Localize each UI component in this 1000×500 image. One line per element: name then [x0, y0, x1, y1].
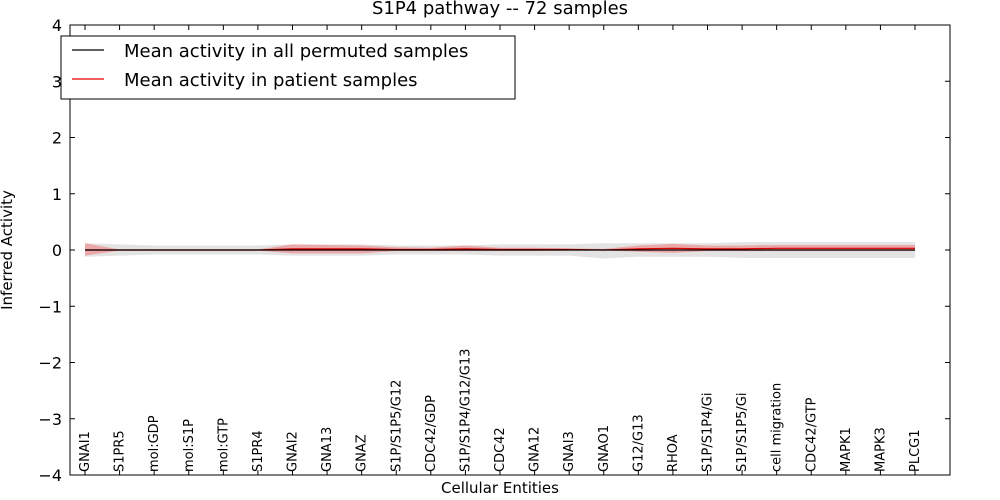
x-tick-label: GNAI2	[286, 431, 301, 472]
x-tick-label: CDC42	[493, 427, 508, 472]
series-lines	[85, 247, 915, 251]
legend-label-permuted: Mean activity in all permuted samples	[124, 41, 468, 62]
x-tick-label: PLCG1	[908, 429, 923, 472]
x-tick-label: GNA13	[320, 427, 335, 472]
x-tick-label: MAPK3	[873, 427, 888, 472]
x-tick-label: G12/G13	[631, 414, 646, 472]
x-tick-label: S1P/S1P5/G12	[389, 380, 404, 472]
x-tick-label: mol:S1P	[182, 419, 197, 472]
x-tick-label: GNAZ	[355, 434, 370, 472]
x-tick-label: CDC42/GTP	[804, 397, 819, 472]
x-tick-label: CDC42/GDP	[424, 395, 439, 472]
y-tick-label: 0	[52, 241, 62, 260]
x-tick-label: mol:GDP	[147, 415, 162, 472]
x-tick-label: GNAO1	[597, 425, 612, 472]
chart-title: S1P4 pathway -- 72 samples	[372, 0, 628, 19]
x-tick-label: GNA12	[528, 427, 543, 472]
x-tick-label: GNAI3	[562, 431, 577, 472]
x-tick-label: cell migration	[770, 383, 785, 472]
legend: Mean activity in all permuted samples Me…	[60, 35, 516, 100]
x-tick-label: S1P/S1P5/Gi	[735, 393, 750, 472]
x-tick-label: S1P/S1P4/G12/G13	[458, 349, 473, 472]
x-axis: GNAI1 S1PR5 mol:GDP mol:S1P mol:GTP S1PR4 GNAI…	[78, 25, 923, 475]
y-tick-label: 3	[52, 72, 62, 91]
x-tick-label: MAPK1	[839, 427, 854, 472]
y-tick-label: 4	[52, 16, 62, 35]
x-axis-label: Cellular Entities	[441, 479, 559, 497]
y-tick-label: −4	[38, 466, 62, 485]
legend-box	[60, 35, 516, 100]
x-tick-label: GNAI1	[78, 431, 93, 472]
x-tick-label: mol:GTP	[216, 418, 231, 472]
y-tick-label: −1	[38, 297, 62, 316]
y-axis-label: Inferred Activity	[0, 190, 16, 310]
x-tick-label: S1P/S1P4/Gi	[701, 393, 716, 472]
y-tick-label: 2	[52, 129, 62, 148]
y-tick-label: 1	[52, 185, 62, 204]
x-tick-label: S1PR4	[251, 430, 266, 472]
x-tick-label: S1PR5	[113, 430, 128, 472]
legend-label-patient: Mean activity in patient samples	[124, 70, 418, 91]
y-tick-label: −2	[38, 354, 62, 373]
plot-area-frame	[69, 24, 951, 476]
x-tick-label: RHOA	[666, 434, 681, 472]
y-tick-label: −3	[38, 410, 62, 429]
y-axis: 4 3 2 1 0 −1 −2 −3 −4	[38, 16, 950, 485]
